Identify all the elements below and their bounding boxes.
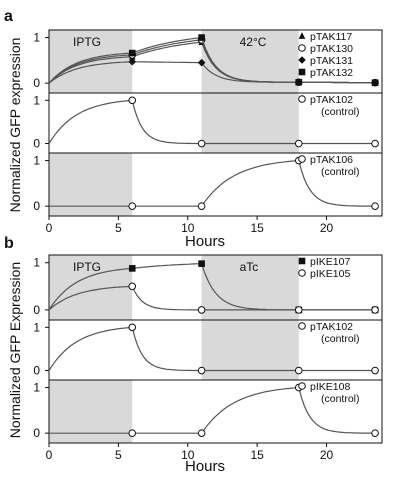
panel-a3-legend-label: (control) <box>321 166 360 178</box>
panel-b3-xtick-label: 20 <box>320 448 334 462</box>
panel-a1-ytick-label: 1 <box>33 31 40 45</box>
panel-b1-legend-label: pIKE105 <box>310 268 350 280</box>
panel-b3-data-point <box>128 429 137 437</box>
panel-b1-legend-marker <box>298 257 306 265</box>
panel-a1-region-label: IPTG <box>73 35 101 49</box>
panel-a2-data-point <box>294 139 303 148</box>
panel-a1-legend-marker <box>298 56 306 64</box>
panel-a2-legend-label: pTAK102 <box>310 94 353 106</box>
panel-letter-b: b <box>4 235 14 252</box>
panel-a3-shaded-region <box>49 153 133 216</box>
panel-b1-region-label: aTc <box>240 260 259 274</box>
panel-b3-shaded-region <box>49 380 133 443</box>
panel-a1-data-point <box>128 57 137 66</box>
panel-a1-legend-label: pTAK132 <box>310 67 353 79</box>
panel-a3-data-point <box>371 202 379 210</box>
panel-b2-data-point <box>294 366 303 375</box>
panel-a1-region-label: 42°C <box>240 35 267 49</box>
panel-b3-data-point <box>197 429 206 437</box>
panel-b2-data-point <box>371 366 379 375</box>
panel-a2-legend-label: (control) <box>321 106 360 118</box>
panel-a1-ytick-label: 0 <box>33 76 40 90</box>
panel-a3-xtick-label: 20 <box>320 221 334 235</box>
panel-b1-data-point <box>294 306 303 314</box>
panel-a3-ytick-label: 1 <box>33 154 40 168</box>
panel-a2-ytick-label: 1 <box>33 93 40 107</box>
panel-b2-legend-label: (control) <box>321 333 360 345</box>
panel-b2-ytick-label: 1 <box>33 320 40 334</box>
panel-a3-xtick-label: 5 <box>115 221 122 235</box>
panel-a1-data-point <box>128 49 136 57</box>
x-axis-label-a: Hours <box>185 233 225 250</box>
panel-b1-data-point <box>128 265 136 272</box>
panel-b3-ytick-label: 1 <box>33 381 40 395</box>
panel-a3-frame <box>48 152 383 217</box>
panel-b2-legend-marker <box>298 322 306 330</box>
panel-b1-region-label: IPTG <box>73 260 101 274</box>
panel-b3-xtick-label: 10 <box>181 448 195 462</box>
panel-b2-data-point <box>197 366 206 375</box>
panel-b1-data-point <box>197 306 206 314</box>
panel-a1-data-point <box>295 78 303 86</box>
panel-a1-data-point <box>197 58 206 67</box>
panel-b1-data-point <box>198 260 205 267</box>
panel-b3-xtick-label: 15 <box>250 448 264 462</box>
panel-a1-legend-label: pTAK117 <box>310 31 352 43</box>
panel-a2-data-point <box>128 96 137 105</box>
panel-a1-legend-marker <box>298 68 306 76</box>
panel-b3-legend-label: (control) <box>321 393 360 405</box>
panel-b2-legend-label: pTAK102 <box>310 321 353 333</box>
panel-b3-ytick-label: 0 <box>33 426 40 440</box>
panel-a1-data-point <box>371 79 379 87</box>
panel-a2-data-point <box>371 139 379 148</box>
panel-a2-data-point <box>197 139 206 148</box>
panel-b3-xtick-label: 0 <box>46 448 53 462</box>
panel-a3-data-point <box>128 202 137 210</box>
panel-b3-xtick-label: 5 <box>115 448 122 462</box>
panel-a1-legend-marker <box>298 44 306 52</box>
panel-a3-ytick-label: 0 <box>33 199 40 213</box>
panel-b1-legend-label: pIKE107 <box>310 256 350 268</box>
panel-a3-legend-label: pTAK106 <box>310 154 353 166</box>
panel-letter-a: a <box>4 8 13 25</box>
panel-a1-data-point <box>198 34 205 41</box>
panel-b1-ytick-label: 1 <box>33 256 40 270</box>
panel-a1-legend-marker <box>298 32 306 39</box>
panel-a3-xtick-label: 10 <box>181 221 195 235</box>
panel-b1-data-point <box>371 306 379 314</box>
panel-a1-legend-label: pTAK131 <box>310 55 353 67</box>
panel-a3-xtick-label: 15 <box>250 221 264 235</box>
panel-a2-legend-marker <box>298 95 306 103</box>
panel-a1-legend-label: pTAK130 <box>310 43 353 55</box>
panel-a3-legend-marker <box>298 155 306 163</box>
panel-b1-data-point <box>128 282 137 291</box>
y-axis-label-b: Normalized GFP Expression <box>7 262 23 438</box>
panel-b3-frame <box>48 379 383 444</box>
panel-a3-data-point <box>197 202 206 210</box>
panel-b1-ytick-label: 0 <box>33 303 40 317</box>
x-axis-label-b: Hours <box>185 458 225 475</box>
panel-b2-data-point <box>128 323 137 332</box>
panel-b3-legend-marker <box>298 382 306 390</box>
panel-b1-legend-marker <box>298 269 306 277</box>
panel-a2-ytick-label: 0 <box>33 137 40 151</box>
panel-a3-xtick-label: 0 <box>46 221 53 235</box>
panel-b3-legend-label: pIKE108 <box>310 381 350 393</box>
panel-b3-data-point <box>371 429 379 437</box>
panel-b2-ytick-label: 0 <box>33 364 40 378</box>
y-axis-label-a: Normalized GFP expression <box>7 38 23 213</box>
